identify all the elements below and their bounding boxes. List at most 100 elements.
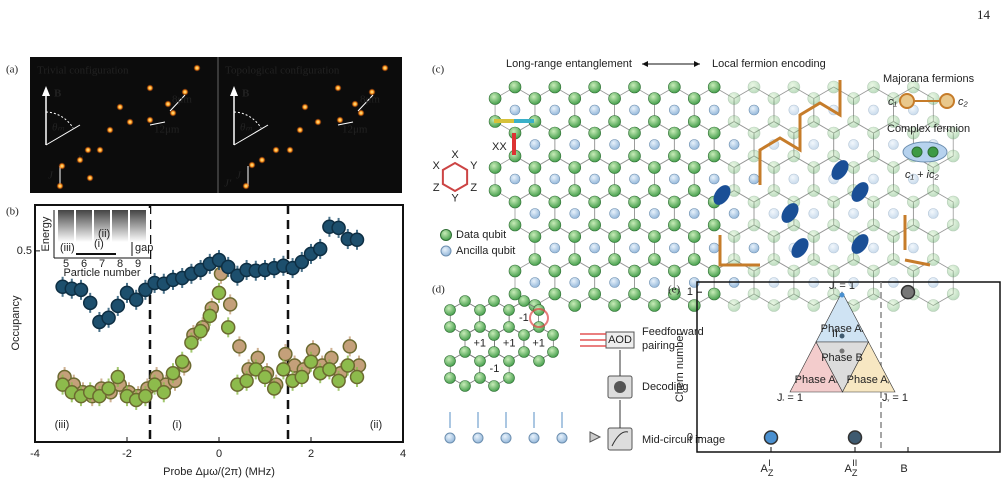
legend-label: Data qubit	[456, 229, 506, 241]
data-qubit	[907, 126, 920, 140]
atom	[164, 100, 172, 108]
ancilla-qubit	[728, 208, 740, 219]
atom	[357, 109, 365, 117]
ancilla-qubit	[569, 277, 581, 288]
inset-band	[94, 210, 110, 242]
data-qubit	[827, 287, 840, 301]
data-qubit	[547, 346, 559, 358]
inset-band	[58, 210, 74, 242]
data-qubit	[687, 299, 701, 312]
inset-point	[839, 348, 845, 354]
panel-a: (a) Trivial configuration Topological conf…	[6, 57, 402, 193]
inset-label: Phase Ax	[795, 374, 838, 386]
ancilla-qubit	[609, 208, 620, 219]
data-point	[222, 297, 238, 312]
data-point	[312, 241, 328, 257]
data-qubit	[867, 218, 880, 232]
small-hex	[441, 161, 469, 193]
data-qubit	[508, 195, 522, 209]
decoding-label: Decoding	[642, 381, 688, 393]
ancilla-qubit	[589, 242, 600, 254]
inset-gap-label: gap	[135, 242, 153, 254]
data-qubit	[687, 184, 701, 197]
data-qubit	[787, 126, 801, 140]
x-tick-label: AZII	[845, 458, 858, 478]
data-qubit	[474, 355, 486, 367]
data-qubit	[767, 299, 781, 312]
data-qubit	[648, 161, 661, 174]
atom	[351, 100, 359, 108]
data-qubit	[608, 115, 621, 128]
data-qubit	[528, 161, 542, 174]
ancilla-qubit	[529, 277, 541, 288]
data-qubit	[687, 161, 701, 174]
data-qubit	[907, 80, 920, 94]
data-qubit	[747, 264, 761, 278]
data-qubit	[867, 149, 880, 163]
y-tick-label: 1	[687, 286, 693, 298]
data-qubit	[488, 161, 502, 174]
data-qubit	[727, 115, 741, 128]
data-point	[174, 354, 190, 369]
data-point	[232, 339, 247, 354]
data-qubit	[488, 380, 500, 392]
camera-curve	[611, 431, 629, 447]
angle-line	[45, 124, 81, 146]
ancilla-qubit	[556, 432, 568, 444]
data-qubit	[827, 126, 840, 140]
ancilla-qubit	[708, 242, 720, 254]
inset-label-sub: y	[888, 380, 890, 384]
ancilla-qubit	[888, 139, 899, 150]
ancilla-qubit	[549, 242, 561, 254]
arrow-head	[42, 86, 50, 96]
data-qubit	[628, 80, 641, 94]
y-tick-label: 0.5	[17, 245, 32, 257]
data-qubit	[926, 299, 940, 312]
data-qubit	[648, 299, 661, 312]
ancilla-qubit	[472, 432, 484, 444]
atom	[336, 116, 344, 124]
inset-label-sub: z	[862, 329, 864, 333]
data-qubit	[668, 126, 681, 140]
data-point	[331, 220, 346, 236]
data-qubit	[648, 115, 661, 128]
hex-edge-label: X	[433, 160, 441, 172]
ancilla-qubit	[848, 208, 859, 219]
data-qubit	[926, 184, 940, 197]
x-tick-label-sub: Z	[852, 468, 858, 478]
data-qubit	[518, 295, 530, 307]
atom	[181, 88, 189, 96]
data-qubit	[444, 304, 456, 316]
data-qubit	[847, 115, 860, 128]
data-qubit	[887, 184, 900, 197]
data-qubit	[867, 126, 880, 140]
ancilla-qubit	[549, 173, 561, 185]
dist-arrow	[169, 94, 186, 112]
data-qubit	[628, 195, 641, 209]
data-qubit	[588, 264, 601, 278]
data-point	[349, 369, 365, 385]
image-title: Trivial configuration	[37, 65, 129, 77]
data-qubit	[926, 92, 940, 105]
panel-c: (c) Long-range entanglement Local fermion …	[432, 58, 975, 312]
ancilla-qubit	[629, 173, 640, 185]
inset-band	[76, 210, 92, 242]
data-qubit	[588, 195, 601, 209]
xx-label: XX	[492, 141, 507, 153]
panel-label: (e)	[668, 284, 681, 296]
inset-label-sub: x	[783, 398, 785, 402]
ancilla-qubit	[629, 104, 640, 116]
data-qubit	[747, 195, 761, 209]
dist-arrow	[337, 121, 354, 126]
data-point	[763, 430, 779, 445]
complex-fermion	[713, 185, 731, 205]
data-qubit	[926, 115, 940, 128]
data-qubit	[459, 380, 471, 392]
ancilla-qubit	[748, 173, 760, 185]
data-qubit	[787, 80, 801, 94]
data-qubit	[548, 126, 562, 140]
data-point	[342, 339, 358, 354]
data-point	[276, 362, 291, 377]
ancilla-qubit	[848, 139, 859, 150]
phase-right	[842, 341, 896, 393]
